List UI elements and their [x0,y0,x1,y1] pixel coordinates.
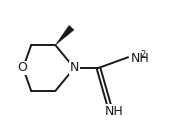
Text: NH: NH [131,52,150,65]
Text: N: N [70,61,79,75]
Text: O: O [18,61,27,75]
Polygon shape [55,25,74,45]
Text: NH: NH [105,105,124,118]
Text: 2: 2 [141,50,146,59]
